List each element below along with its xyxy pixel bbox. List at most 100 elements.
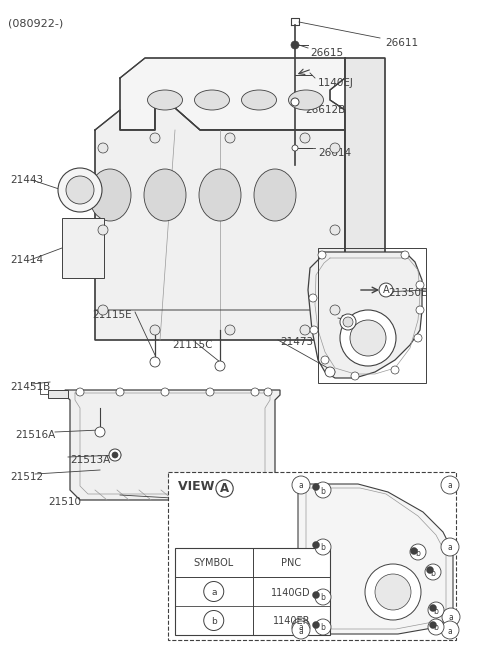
Text: 21513A: 21513A (70, 455, 110, 465)
Circle shape (116, 388, 124, 396)
Circle shape (401, 251, 409, 259)
Polygon shape (315, 58, 385, 340)
Circle shape (350, 320, 386, 356)
Circle shape (309, 294, 317, 302)
Text: 21414: 21414 (10, 255, 43, 265)
Circle shape (318, 251, 326, 259)
Text: (080922-): (080922-) (8, 18, 63, 28)
Circle shape (428, 619, 444, 635)
Circle shape (430, 604, 436, 611)
Circle shape (427, 567, 433, 573)
Circle shape (330, 143, 340, 153)
Circle shape (150, 357, 160, 367)
Circle shape (416, 281, 424, 289)
Circle shape (428, 602, 444, 618)
Bar (62, 218, 104, 278)
Text: b: b (433, 623, 438, 632)
Circle shape (414, 334, 422, 342)
Polygon shape (48, 390, 68, 398)
Text: 26614: 26614 (318, 148, 351, 158)
Text: VIEW: VIEW (178, 480, 219, 493)
Circle shape (312, 541, 320, 548)
Text: b: b (321, 594, 325, 602)
Text: a: a (211, 588, 216, 597)
Ellipse shape (147, 90, 182, 110)
Circle shape (150, 133, 160, 143)
Text: a: a (299, 626, 303, 636)
Circle shape (98, 143, 108, 153)
Polygon shape (95, 108, 345, 340)
Text: SYMBOL: SYMBOL (193, 558, 234, 567)
Circle shape (215, 361, 225, 371)
Circle shape (292, 621, 310, 639)
Text: 1140EJ: 1140EJ (318, 78, 354, 88)
Text: b: b (433, 607, 438, 615)
Text: 26612B: 26612B (305, 105, 345, 115)
Circle shape (430, 621, 436, 628)
Circle shape (292, 145, 298, 151)
Circle shape (425, 564, 441, 580)
Circle shape (310, 326, 318, 334)
Bar (168, 472, 456, 640)
Circle shape (416, 306, 424, 314)
Circle shape (312, 592, 320, 598)
Polygon shape (65, 390, 280, 500)
Circle shape (330, 225, 340, 235)
Circle shape (98, 305, 108, 315)
Circle shape (325, 367, 335, 377)
Circle shape (340, 310, 396, 366)
Circle shape (441, 538, 459, 556)
Circle shape (321, 356, 329, 364)
Text: a: a (299, 482, 303, 491)
Text: a: a (448, 544, 452, 552)
Circle shape (441, 621, 459, 639)
Ellipse shape (288, 90, 324, 110)
Text: 21115C: 21115C (172, 340, 213, 350)
Ellipse shape (89, 169, 131, 221)
Circle shape (300, 325, 310, 335)
Circle shape (206, 388, 214, 396)
Circle shape (315, 589, 331, 605)
Circle shape (264, 388, 272, 396)
Polygon shape (298, 484, 453, 634)
Circle shape (292, 476, 310, 494)
Circle shape (161, 388, 169, 396)
Circle shape (112, 452, 118, 458)
Text: 21421: 21421 (340, 315, 373, 325)
Circle shape (441, 476, 459, 494)
Circle shape (109, 449, 121, 461)
Circle shape (98, 225, 108, 235)
Ellipse shape (144, 169, 186, 221)
Circle shape (291, 98, 299, 106)
Text: b: b (431, 569, 435, 577)
Text: a: a (448, 482, 452, 491)
Circle shape (315, 619, 331, 635)
Bar (175, 548, 330, 635)
Circle shape (410, 544, 426, 560)
Text: 26611: 26611 (385, 38, 418, 48)
Circle shape (351, 372, 359, 380)
Circle shape (312, 621, 320, 628)
Circle shape (95, 427, 105, 437)
Circle shape (58, 168, 102, 212)
Circle shape (375, 574, 411, 610)
Circle shape (312, 483, 320, 491)
Text: 21512: 21512 (10, 472, 43, 482)
Text: 21510: 21510 (48, 497, 81, 507)
Circle shape (391, 366, 399, 374)
Text: 1140GD: 1140GD (271, 588, 311, 598)
Circle shape (291, 41, 299, 49)
Text: b: b (321, 623, 325, 632)
Text: b: b (211, 617, 216, 626)
Text: 21451B: 21451B (10, 382, 50, 392)
Ellipse shape (194, 90, 229, 110)
Circle shape (343, 317, 353, 327)
Text: A: A (220, 482, 229, 495)
Text: 1140ER: 1140ER (273, 617, 310, 626)
Text: b: b (321, 487, 325, 495)
Circle shape (292, 618, 310, 636)
Text: 21350E: 21350E (388, 288, 428, 298)
Bar (318, 248, 426, 383)
Circle shape (410, 548, 418, 554)
Ellipse shape (199, 169, 241, 221)
